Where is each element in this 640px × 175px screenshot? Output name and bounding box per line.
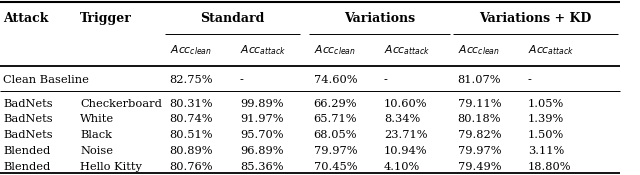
Text: Variations: Variations: [344, 12, 415, 25]
Text: 1.05%: 1.05%: [528, 99, 564, 109]
Text: $Acc_{clean}$: $Acc_{clean}$: [314, 43, 356, 57]
Text: 80.89%: 80.89%: [170, 146, 213, 156]
Text: Variations + KD: Variations + KD: [479, 12, 591, 25]
Text: Clean Baseline: Clean Baseline: [3, 75, 89, 85]
Text: 23.71%: 23.71%: [384, 130, 428, 140]
Text: -: -: [384, 75, 388, 85]
Text: $Acc_{attack}$: $Acc_{attack}$: [528, 43, 574, 57]
Text: 91.97%: 91.97%: [240, 114, 284, 124]
Text: -: -: [528, 75, 532, 85]
Text: 80.18%: 80.18%: [458, 114, 501, 124]
Text: 1.50%: 1.50%: [528, 130, 564, 140]
Text: 85.36%: 85.36%: [240, 162, 284, 172]
Text: 80.51%: 80.51%: [170, 130, 213, 140]
Text: 4.10%: 4.10%: [384, 162, 420, 172]
Text: 82.75%: 82.75%: [170, 75, 213, 85]
Text: 18.80%: 18.80%: [528, 162, 572, 172]
Text: 3.11%: 3.11%: [528, 146, 564, 156]
Text: $Acc_{clean}$: $Acc_{clean}$: [458, 43, 500, 57]
Text: 79.97%: 79.97%: [314, 146, 357, 156]
Text: 68.05%: 68.05%: [314, 130, 357, 140]
Text: Checkerboard: Checkerboard: [80, 99, 162, 109]
Text: $Acc_{clean}$: $Acc_{clean}$: [170, 43, 212, 57]
Text: Attack: Attack: [3, 12, 49, 25]
Text: White: White: [80, 114, 114, 124]
Text: 79.11%: 79.11%: [458, 99, 501, 109]
Text: 70.45%: 70.45%: [314, 162, 357, 172]
Text: 80.76%: 80.76%: [170, 162, 213, 172]
Text: 10.94%: 10.94%: [384, 146, 428, 156]
Text: 80.31%: 80.31%: [170, 99, 213, 109]
Text: Black: Black: [80, 130, 112, 140]
Text: -: -: [240, 75, 244, 85]
Text: BadNets: BadNets: [3, 130, 53, 140]
Text: 80.74%: 80.74%: [170, 114, 213, 124]
Text: 79.82%: 79.82%: [458, 130, 501, 140]
Text: 95.70%: 95.70%: [240, 130, 284, 140]
Text: $Acc_{attack}$: $Acc_{attack}$: [240, 43, 286, 57]
Text: 10.60%: 10.60%: [384, 99, 428, 109]
Text: Blended: Blended: [3, 162, 51, 172]
Text: 8.34%: 8.34%: [384, 114, 420, 124]
Text: 1.39%: 1.39%: [528, 114, 564, 124]
Text: Standard: Standard: [200, 12, 264, 25]
Text: Trigger: Trigger: [80, 12, 132, 25]
Text: Blended: Blended: [3, 146, 51, 156]
Text: 96.89%: 96.89%: [240, 146, 284, 156]
Text: Noise: Noise: [80, 146, 113, 156]
Text: 79.97%: 79.97%: [458, 146, 501, 156]
Text: Hello Kitty: Hello Kitty: [80, 162, 142, 172]
Text: $Acc_{attack}$: $Acc_{attack}$: [384, 43, 430, 57]
Text: 79.49%: 79.49%: [458, 162, 501, 172]
Text: 74.60%: 74.60%: [314, 75, 357, 85]
Text: 99.89%: 99.89%: [240, 99, 284, 109]
Text: BadNets: BadNets: [3, 114, 53, 124]
Text: 65.71%: 65.71%: [314, 114, 357, 124]
Text: 81.07%: 81.07%: [458, 75, 501, 85]
Text: 66.29%: 66.29%: [314, 99, 357, 109]
Text: BadNets: BadNets: [3, 99, 53, 109]
